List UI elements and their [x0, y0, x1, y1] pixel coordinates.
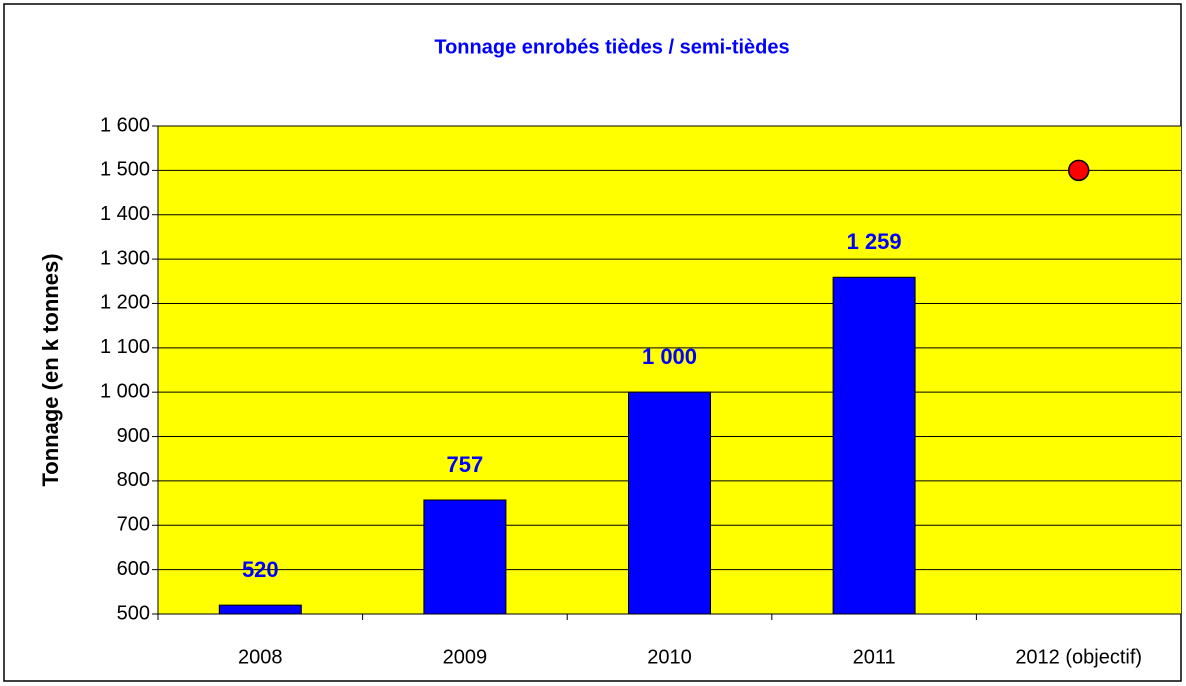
- x-tick-label: 2009: [443, 646, 488, 668]
- bar: [423, 499, 507, 615]
- y-axis-label: Tonnage (en k tonnes): [38, 253, 63, 486]
- y-tick-label: 1 200: [100, 292, 150, 314]
- y-tick-label: 600: [117, 558, 150, 580]
- data-label: 757: [447, 452, 484, 477]
- data-label: 520: [242, 557, 279, 582]
- x-tick-label: 2010: [647, 646, 692, 668]
- data-label: 1 259: [847, 229, 902, 254]
- y-tick-label: 1 100: [100, 336, 150, 358]
- x-tick-label: 2011: [853, 646, 896, 668]
- y-tick-label: 800: [117, 469, 150, 491]
- x-tick-label: 2008: [238, 646, 283, 668]
- y-tick-label: 1 500: [100, 159, 150, 181]
- y-tick-label: 900: [117, 425, 150, 447]
- y-tick-label: 1 300: [100, 247, 150, 269]
- x-tick-label: 2012 (objectif): [1015, 646, 1142, 668]
- y-tick-label: 500: [117, 602, 150, 624]
- y-tick-label: 1 000: [100, 380, 150, 402]
- y-tick-label: 1 600: [100, 114, 150, 136]
- bar: [218, 604, 302, 615]
- y-tick-label: 1 400: [100, 203, 150, 225]
- y-tick-label: 700: [117, 514, 150, 536]
- chart-title: Tonnage enrobés tièdes / semi-tièdes: [434, 36, 789, 58]
- bar: [628, 391, 711, 615]
- data-label: 1 000: [642, 344, 697, 369]
- bar: [832, 276, 916, 615]
- target-marker: [1067, 159, 1090, 182]
